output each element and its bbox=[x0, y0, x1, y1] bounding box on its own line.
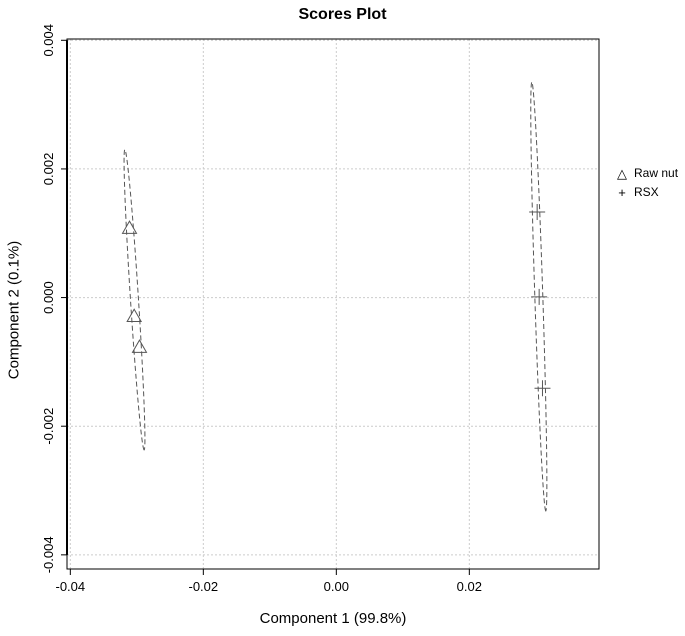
plot-frame bbox=[66, 38, 600, 570]
plus-point bbox=[531, 288, 548, 305]
x-tick-label: 0.02 bbox=[457, 579, 482, 594]
triangle-point bbox=[126, 308, 143, 322]
legend-label: RSX bbox=[634, 185, 659, 199]
plus-point bbox=[529, 204, 546, 221]
score-points bbox=[121, 204, 551, 397]
legend: △ Raw nut + RSX bbox=[616, 164, 678, 202]
chart-title: Scores Plot bbox=[298, 6, 387, 23]
y-tick-label: 0.004 bbox=[41, 24, 56, 57]
legend-item-raw-nut: △ Raw nut bbox=[616, 164, 678, 183]
grid-lines bbox=[67, 39, 599, 569]
x-axis-label: Component 1 (99.8%) bbox=[259, 610, 407, 627]
y-tick-label: 0.000 bbox=[41, 281, 56, 314]
x-tick-label: -0.02 bbox=[189, 579, 219, 594]
legend-label: Raw nut bbox=[634, 166, 679, 180]
triangle-icon: △ bbox=[617, 166, 627, 181]
plus-icon: + bbox=[618, 185, 626, 200]
confidence-ellipses bbox=[123, 81, 548, 512]
y-tick-label: -0.002 bbox=[41, 408, 56, 445]
confidence-ellipse bbox=[123, 149, 146, 451]
triangle-point bbox=[121, 220, 138, 234]
y-tick-label: -0.004 bbox=[41, 536, 56, 573]
axes: -0.04 -0.02 0.00 0.02 -0.004 -0.002 0.000 0.002… bbox=[41, 24, 482, 594]
triangle-point bbox=[131, 339, 148, 353]
plus-point bbox=[534, 380, 551, 397]
y-axis-label: Component 2 (0.1%) bbox=[5, 240, 23, 380]
x-tick-label: 0.00 bbox=[324, 579, 349, 594]
legend-item-rsx: + RSX bbox=[616, 183, 678, 202]
y-tick-label: 0.002 bbox=[41, 153, 56, 186]
x-tick-label: -0.04 bbox=[56, 579, 86, 594]
